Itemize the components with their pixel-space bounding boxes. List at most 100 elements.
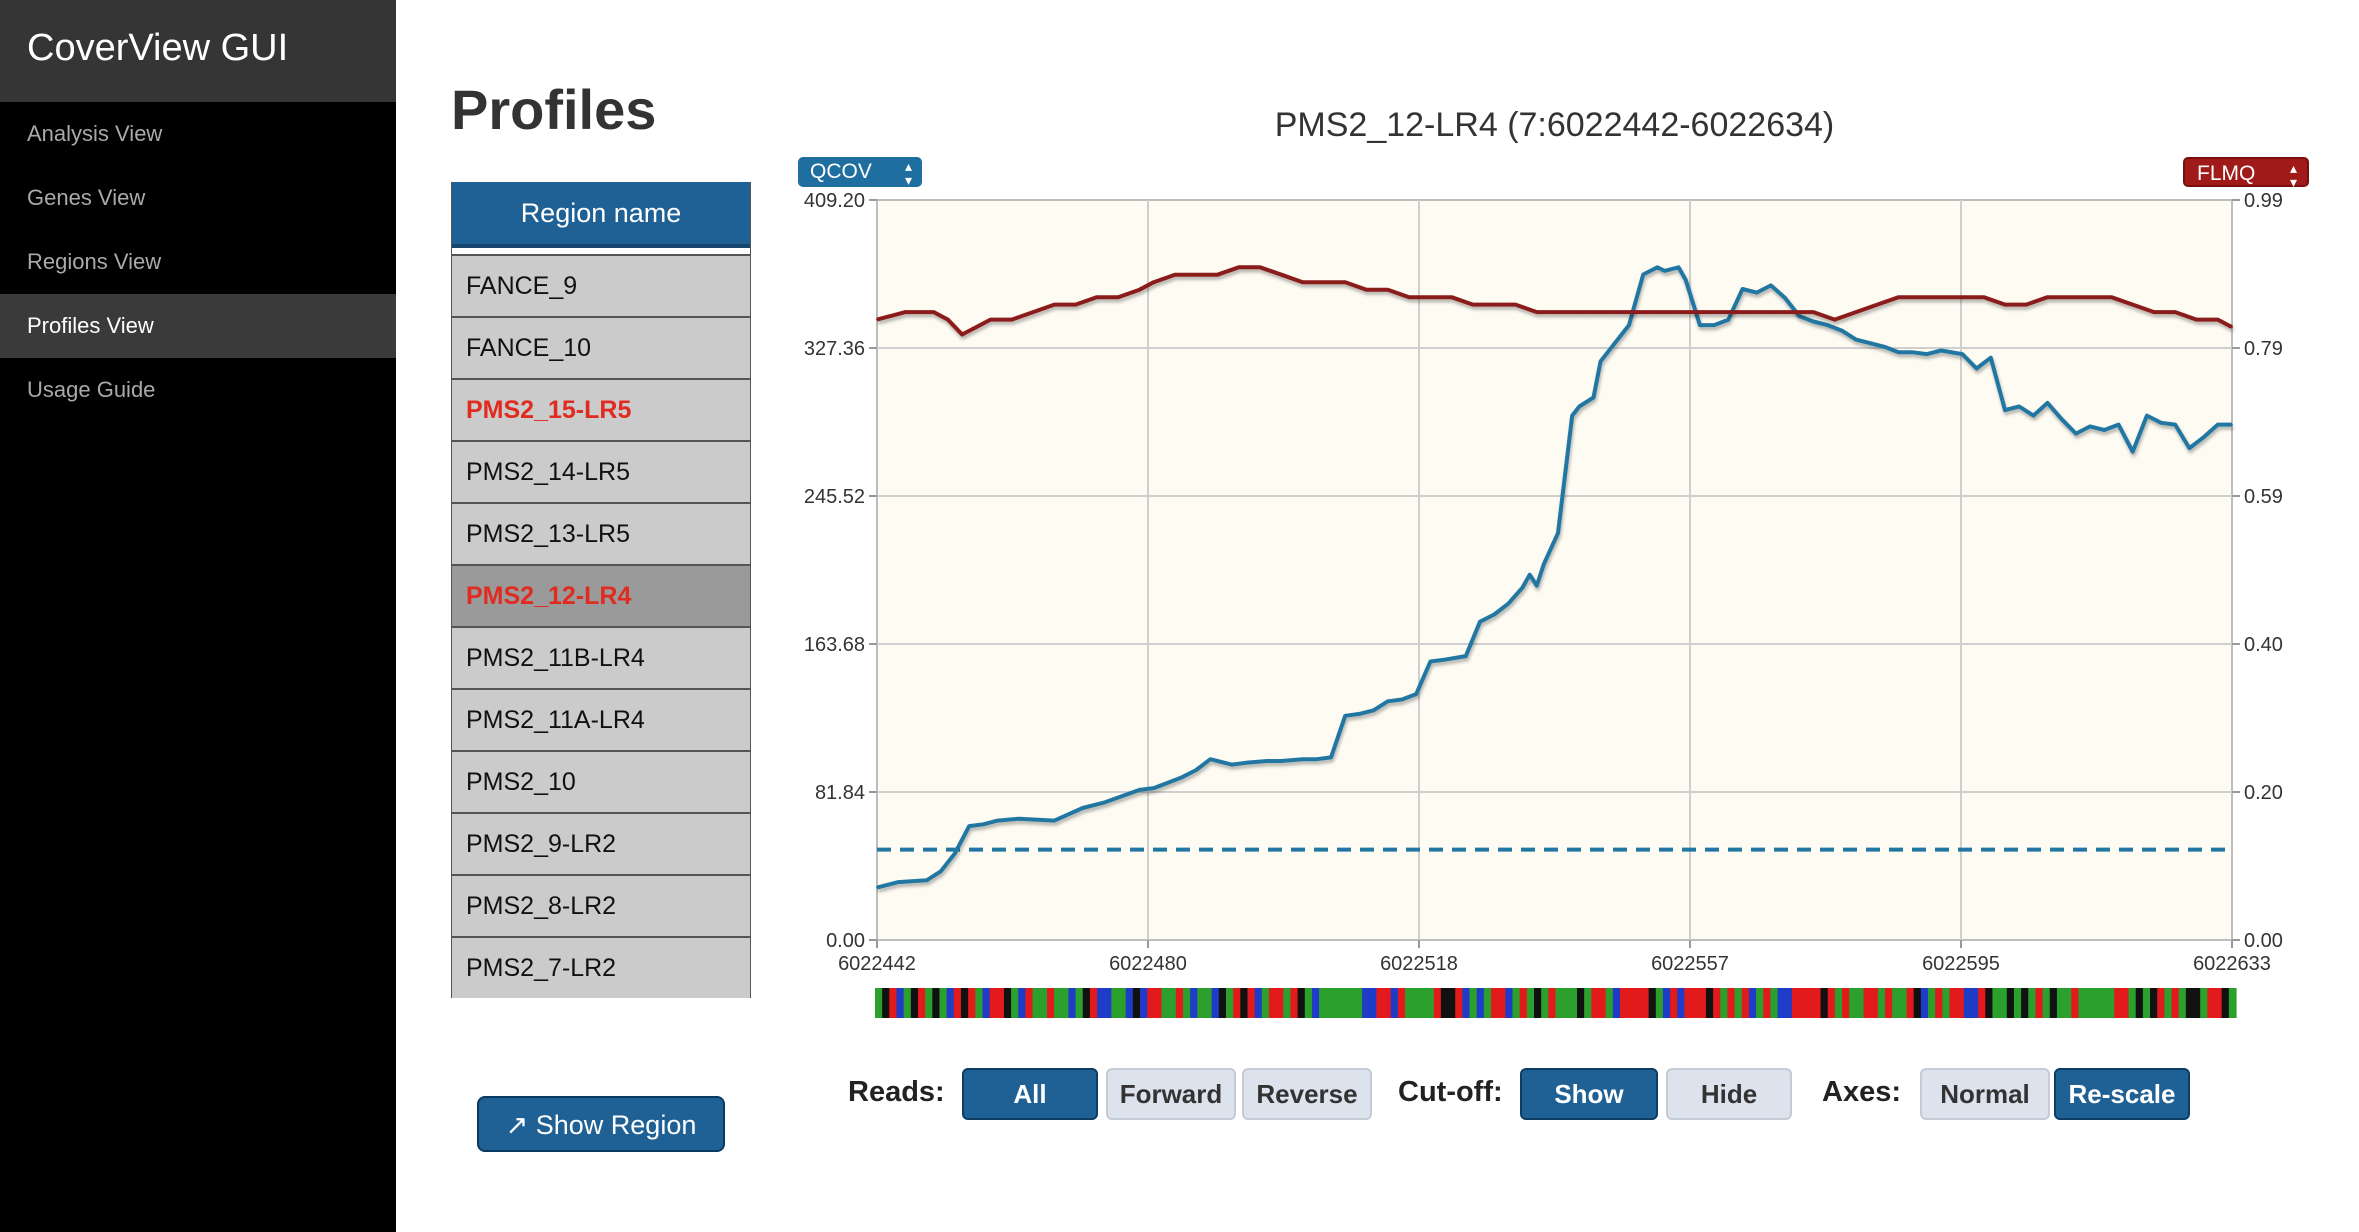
series-point-qcov (1961, 353, 1964, 355)
series-point-qcov (1103, 801, 1105, 804)
sequence-base (1949, 988, 1958, 1018)
grid (877, 200, 2232, 940)
nav-regions-view[interactable]: Regions View (27, 249, 162, 274)
series-point-qcov (1826, 324, 1829, 326)
series-point-qcov (1699, 324, 1701, 326)
sequence-base (975, 988, 984, 1018)
reads-reverse-button[interactable]: Reverse (1242, 1068, 1372, 1120)
region-row-pms2-7-lr2[interactable]: PMS2_7-LR2 (452, 936, 750, 998)
region-row-fance-9[interactable]: FANCE_9 (452, 254, 750, 316)
region-row-pms2-12-lr4[interactable]: PMS2_12-LR4 (452, 564, 750, 626)
series-point-flmq (876, 318, 878, 321)
sequence-base (1662, 988, 1671, 1018)
sequence-base (1448, 988, 1456, 1018)
series-point-flmq (1812, 311, 1815, 313)
right-tick-label: 0.99 (2244, 190, 2283, 212)
region-row-pms2-11a-lr4[interactable]: PMS2_11A-LR4 (452, 688, 750, 750)
series-point-qcov (2131, 450, 2134, 453)
sequence-base (2135, 988, 2144, 1018)
sequence-base (1698, 988, 1707, 1018)
series-point-qcov (1465, 655, 1467, 657)
sequence-base (896, 988, 905, 1018)
nav-usage-guide[interactable]: Usage Guide (27, 377, 156, 402)
series-point-flmq (2004, 303, 2006, 306)
series-point-qcov (1195, 769, 1197, 771)
region-table-header: Region name (452, 182, 750, 248)
sequence-base (1548, 988, 1557, 1018)
sequence-base (875, 988, 883, 1018)
show-region-button[interactable]: ↗ Show Region (477, 1096, 725, 1152)
sequence-base (2114, 988, 2122, 1018)
sequence-base (1927, 988, 1936, 1018)
sequence-base (1913, 988, 1922, 1018)
series-point-flmq (1323, 281, 1325, 283)
sequence-base (1813, 988, 1822, 1018)
sequence-base (1319, 988, 1327, 1018)
series-point-qcov (1181, 776, 1183, 778)
series-point-qcov (1230, 763, 1233, 766)
sequence-base (1605, 988, 1614, 1018)
series-point-flmq (1770, 311, 1772, 313)
axes-normal-button[interactable]: Normal (1920, 1068, 2050, 1120)
sequence-base (2021, 988, 2029, 1018)
region-row-pms2-8-lr2[interactable]: PMS2_8-LR2 (452, 874, 750, 936)
sequence-base (1684, 988, 1693, 1018)
series-point-flmq (1238, 266, 1240, 269)
series-point-flmq (2068, 296, 2070, 298)
series-point-qcov (1528, 573, 1531, 576)
series-point-qcov (2117, 423, 2120, 426)
sequence-base (2193, 988, 2201, 1018)
sequence-base (1405, 988, 1413, 1018)
sequence-base (1397, 988, 1406, 1018)
sequence-base (982, 988, 991, 1018)
right-metric-select[interactable]: FLMQ ▴ ▾ (2183, 157, 2309, 189)
left-tick-label: 245.52 (804, 486, 865, 508)
axes-rescale-button[interactable]: Re-scale (2054, 1068, 2190, 1120)
sequence-base (2171, 988, 2180, 1018)
reads-forward-button[interactable]: Forward (1106, 1068, 1236, 1120)
series-point-flmq (1138, 288, 1141, 291)
nav-analysis-view[interactable]: Analysis View (27, 121, 163, 146)
x-tick-label: 6022633 (2193, 953, 2271, 975)
series-point-flmq (1578, 311, 1581, 313)
sequence-base (1469, 988, 1478, 1018)
x-tick-label: 6022595 (1922, 953, 2000, 975)
sequence-base (1011, 988, 1019, 1018)
series-point-qcov (1812, 320, 1815, 323)
sequence-base (1799, 988, 1807, 1018)
nav-genes-view[interactable]: Genes View (27, 185, 146, 210)
reads-all-button[interactable]: All (962, 1068, 1098, 1120)
sequence-base (1569, 988, 1578, 1018)
x-tick-label: 6022557 (1651, 953, 1729, 975)
sequence-base (1175, 988, 1184, 1018)
region-row-pms2-11b-lr4[interactable]: PMS2_11B-LR4 (452, 626, 750, 688)
series-point-qcov (1599, 360, 1602, 363)
sequence-base (910, 988, 919, 1018)
series-point-flmq (2089, 296, 2091, 298)
region-row-pms2-10[interactable]: PMS2_10 (452, 750, 750, 812)
sequence-base (1734, 988, 1743, 1018)
cutoff-show-button[interactable]: Show (1520, 1068, 1658, 1120)
series-point-qcov (1713, 324, 1715, 326)
sequence-base (1849, 988, 1857, 1018)
sequence-base (1885, 988, 1893, 1018)
sequence-base (1534, 988, 1542, 1018)
sequence-base (946, 988, 955, 1018)
region-row-fance-10[interactable]: FANCE_10 (452, 316, 750, 378)
region-row-pms2-15-lr5[interactable]: PMS2_15-LR5 (452, 378, 750, 440)
sequence-base (1426, 988, 1435, 1018)
sequence-base (1641, 988, 1650, 1018)
region-row-pms2-9-lr2[interactable]: PMS2_9-LR2 (452, 812, 750, 874)
sequence-base (1598, 988, 1607, 1018)
sequence-base (2185, 988, 2194, 1018)
region-row-pms2-13-lr5[interactable]: PMS2_13-LR5 (452, 502, 750, 564)
series-point-flmq (1053, 303, 1056, 306)
sequence-base (989, 988, 998, 1018)
sequence-base (1290, 988, 1299, 1018)
cutoff-hide-button[interactable]: Hide (1666, 1068, 1792, 1120)
sequence-base (1125, 988, 1134, 1018)
left-tick-label: 81.84 (815, 782, 865, 804)
region-row-pms2-14-lr5[interactable]: PMS2_14-LR5 (452, 440, 750, 502)
nav-profiles-view[interactable]: Profiles View (0, 294, 396, 358)
left-metric-select[interactable]: QCOV ▴ ▾ (798, 157, 922, 187)
